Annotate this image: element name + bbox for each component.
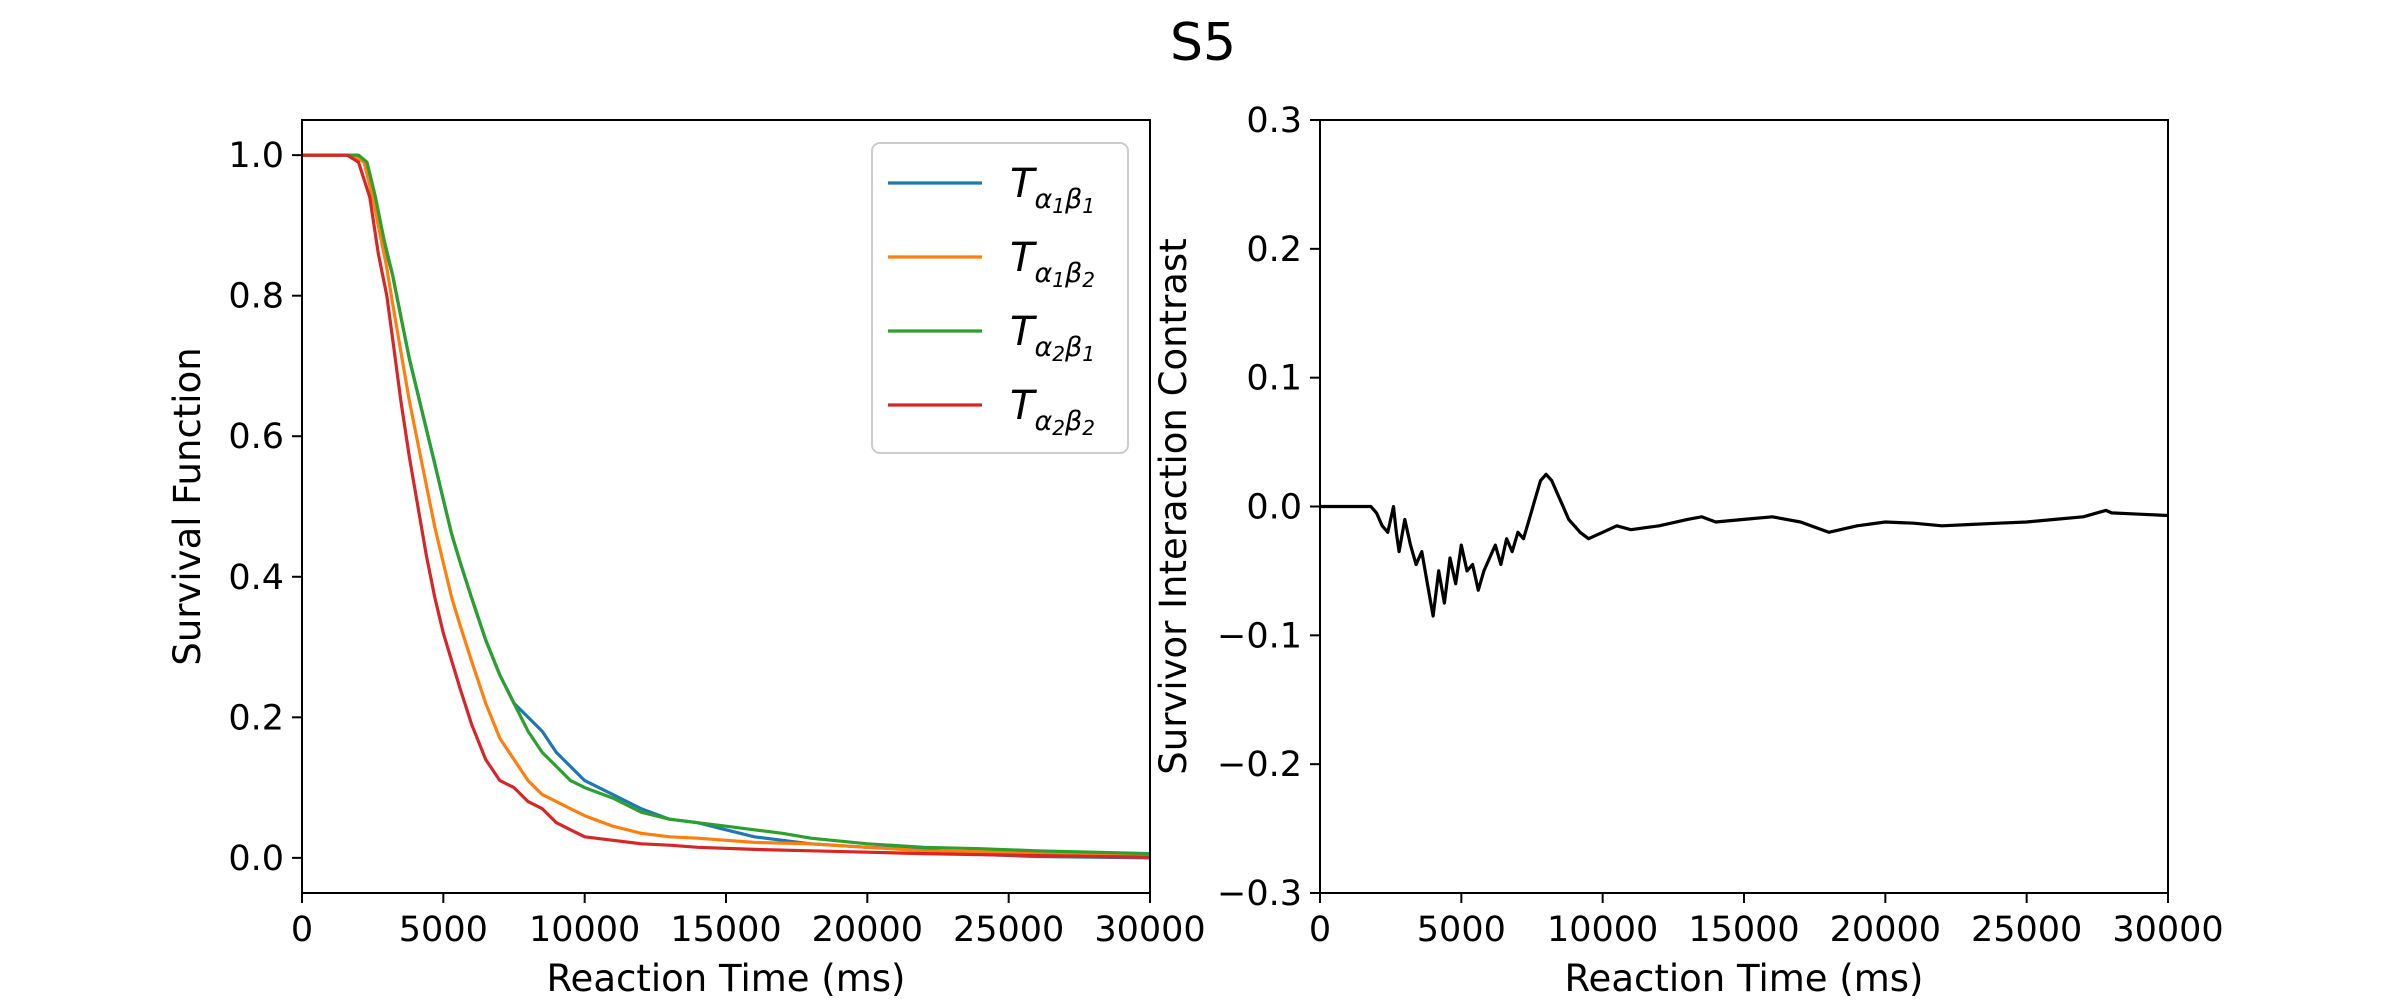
legend-item: Tα1β2 xyxy=(888,235,1095,292)
x-tick-label: 30000 xyxy=(1094,910,1205,950)
figure-title: S5 xyxy=(1170,13,1236,73)
y-tick-label: 0.1 xyxy=(1246,359,1302,399)
y-tick-label: 1.0 xyxy=(228,136,284,176)
legend-label: Tα1β1 xyxy=(1010,161,1095,218)
y-axis-label: Survival Function xyxy=(166,347,209,665)
y-tick-label: 0.4 xyxy=(228,558,284,598)
legend-label: Tα2β1 xyxy=(1010,309,1095,366)
legend-label: Tα2β2 xyxy=(1010,383,1095,440)
y-tick-label: 0.2 xyxy=(1246,230,1302,270)
legend-box xyxy=(871,142,1129,454)
legend: Tα1β1 Tα1β2 Tα2β1 Tα2β2 xyxy=(871,142,1129,454)
x-tick-label: 30000 xyxy=(2112,910,2223,950)
y-tick-label: 0.0 xyxy=(1246,488,1302,528)
x-tick-label: 20000 xyxy=(812,910,923,950)
survival-function-panel: 0 5000 10000 15000 20000 25000 30000 0.0 0.2 0.4 0… xyxy=(166,119,1206,1000)
x-tick-label: 0 xyxy=(291,910,313,950)
x-tick-label: 5000 xyxy=(1417,910,1506,950)
x-tick-label: 15000 xyxy=(670,910,781,950)
x-tick-label: 15000 xyxy=(1688,910,1799,950)
x-tick-label: 25000 xyxy=(953,910,1064,950)
x-axis-label: Reaction Time (ms) xyxy=(1565,957,1924,1000)
series-line-SIC xyxy=(1320,472,2168,618)
y-tick-label: −0.3 xyxy=(1217,874,1302,914)
x-axis-label: Reaction Time (ms) xyxy=(547,957,906,1000)
legend-label: Tα1β2 xyxy=(1010,235,1095,292)
series-group xyxy=(302,153,1150,860)
y-tick-label: −0.2 xyxy=(1217,745,1302,785)
legend-item: Tα2β1 xyxy=(888,309,1095,366)
plot-frame xyxy=(1319,119,2169,894)
x-tick-label: 25000 xyxy=(1971,910,2082,950)
series-group xyxy=(1320,472,2168,618)
y-tick-label: 0.0 xyxy=(228,839,284,879)
x-tick-label: 5000 xyxy=(399,910,488,950)
x-tick-label: 10000 xyxy=(1547,910,1658,950)
legend-item: Tα1β1 xyxy=(888,161,1095,218)
series-line-22 xyxy=(302,153,1150,859)
y-tick-label: 0.3 xyxy=(1246,101,1302,141)
x-tick-label: 10000 xyxy=(529,910,640,950)
sic-panel: 0 5000 10000 15000 20000 25000 30000 −0.3 −0.2 −0… xyxy=(1152,101,2224,1000)
series-line-12 xyxy=(302,153,1150,858)
series-line-21 xyxy=(302,153,1150,856)
legend-item: Tα2β2 xyxy=(888,383,1095,440)
x-tick-label: 0 xyxy=(1309,910,1331,950)
y-tick-label: −0.1 xyxy=(1217,616,1302,656)
y-tick-label: 0.6 xyxy=(228,417,284,457)
x-tick-label: 20000 xyxy=(1830,910,1941,950)
y-tick-label: 0.2 xyxy=(228,698,284,738)
y-tick-label: 0.8 xyxy=(228,277,284,317)
y-axis-label: Survivor Interaction Contrast xyxy=(1152,238,1195,774)
